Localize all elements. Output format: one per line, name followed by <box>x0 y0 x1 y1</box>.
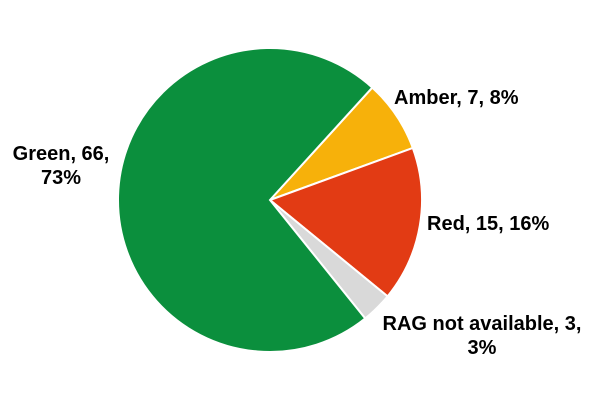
pie-slice <box>268 146 423 298</box>
slice-label: Red, 15, 16% <box>427 213 550 235</box>
slice-label: Green, 66, 73% <box>12 143 110 189</box>
slice-label: Amber, 7, 8% <box>394 87 519 109</box>
slice-label: RAG not available, 3, 3% <box>382 313 582 359</box>
pie-slice <box>117 47 374 353</box>
